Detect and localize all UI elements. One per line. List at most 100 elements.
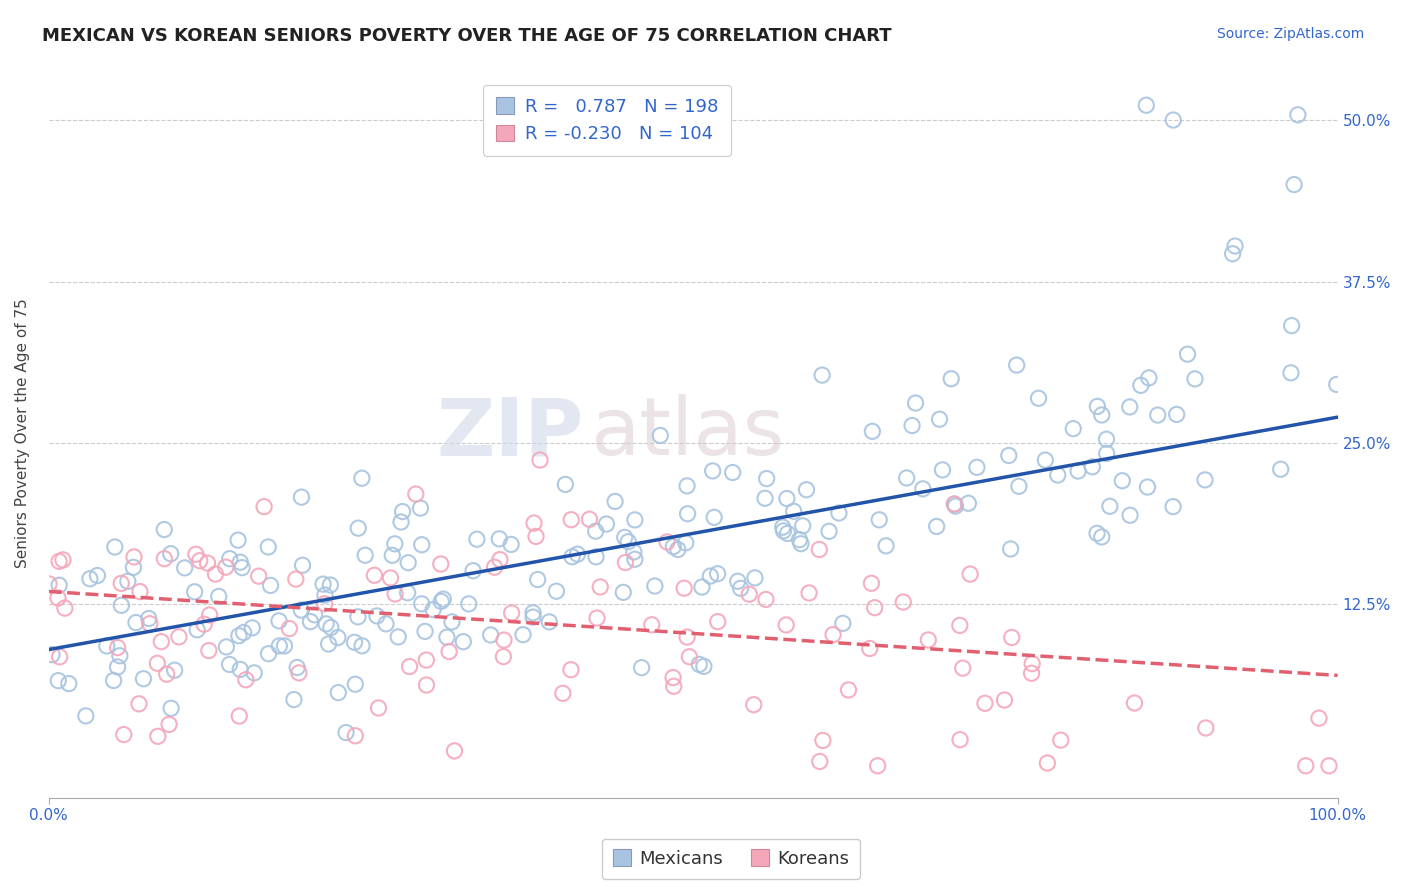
Point	[721, 466, 744, 480]
Point	[655, 535, 678, 549]
Point	[891, 595, 914, 609]
Point	[529, 453, 551, 467]
Point	[901, 418, 924, 433]
Point	[235, 673, 257, 687]
Point	[489, 552, 512, 566]
Point	[492, 649, 515, 664]
Point	[243, 665, 266, 680]
Point	[375, 616, 398, 631]
Point	[1067, 464, 1090, 478]
Point	[86, 568, 108, 582]
Point	[614, 556, 637, 570]
Point	[966, 460, 988, 475]
Point	[974, 696, 997, 710]
Point	[405, 487, 427, 501]
Point	[146, 729, 169, 743]
Point	[1137, 371, 1160, 385]
Point	[46, 591, 69, 605]
Point	[1021, 666, 1043, 681]
Point	[153, 523, 176, 537]
Point	[943, 497, 966, 511]
Point	[1000, 541, 1022, 556]
Point	[875, 539, 897, 553]
Point	[267, 614, 290, 628]
Point	[269, 639, 291, 653]
Point	[366, 608, 388, 623]
Point	[776, 491, 799, 506]
Point	[257, 540, 280, 554]
Point	[1146, 408, 1168, 422]
Point	[347, 521, 370, 535]
Point	[153, 551, 176, 566]
Point	[384, 587, 406, 601]
Point	[198, 643, 221, 657]
Y-axis label: Seniors Poverty Over the Age of 75: Seniors Poverty Over the Age of 75	[15, 299, 30, 568]
Point	[1046, 468, 1069, 483]
Point	[744, 571, 766, 585]
Point	[603, 494, 626, 508]
Point	[1036, 756, 1059, 770]
Point	[413, 624, 436, 639]
Point	[184, 547, 207, 561]
Point	[396, 556, 419, 570]
Point	[1270, 462, 1292, 476]
Point	[204, 567, 226, 582]
Point	[662, 671, 685, 685]
Text: MEXICAN VS KOREAN SENIORS POVERTY OVER THE AGE OF 75 CORRELATION CHART: MEXICAN VS KOREAN SENIORS POVERTY OVER T…	[42, 27, 891, 45]
Point	[183, 584, 205, 599]
Point	[727, 574, 749, 589]
Point	[159, 547, 181, 561]
Point	[1326, 377, 1348, 392]
Point	[1135, 98, 1157, 112]
Point	[173, 561, 195, 575]
Point	[157, 717, 180, 731]
Point	[904, 396, 927, 410]
Point	[1087, 400, 1109, 414]
Point	[957, 496, 980, 510]
Point	[595, 516, 617, 531]
Point	[432, 592, 454, 607]
Point	[523, 516, 546, 530]
Point	[228, 709, 250, 723]
Point	[290, 603, 312, 617]
Point	[436, 630, 458, 644]
Point	[1161, 500, 1184, 514]
Point	[110, 576, 132, 591]
Text: ZIP: ZIP	[436, 394, 583, 472]
Point	[501, 606, 523, 620]
Point	[197, 556, 219, 570]
Point	[344, 729, 367, 743]
Point	[526, 573, 548, 587]
Point	[928, 412, 950, 426]
Point	[688, 657, 710, 672]
Point	[75, 709, 97, 723]
Point	[409, 501, 432, 516]
Point	[411, 597, 433, 611]
Point	[837, 682, 859, 697]
Point	[440, 615, 463, 629]
Point	[461, 564, 484, 578]
Point	[41, 648, 63, 662]
Point	[676, 479, 699, 493]
Point	[993, 693, 1015, 707]
Point	[132, 672, 155, 686]
Point	[1081, 459, 1104, 474]
Point	[1194, 473, 1216, 487]
Point	[818, 524, 841, 539]
Point	[1118, 400, 1140, 414]
Point	[107, 640, 129, 655]
Point	[641, 617, 664, 632]
Point	[911, 482, 934, 496]
Point	[314, 588, 336, 602]
Point	[411, 538, 433, 552]
Point	[188, 554, 211, 568]
Point	[808, 755, 831, 769]
Point	[578, 512, 600, 526]
Point	[226, 533, 249, 548]
Point	[943, 497, 966, 511]
Point	[662, 679, 685, 693]
Point	[624, 513, 647, 527]
Point	[589, 580, 612, 594]
Point	[868, 513, 890, 527]
Point	[146, 657, 169, 671]
